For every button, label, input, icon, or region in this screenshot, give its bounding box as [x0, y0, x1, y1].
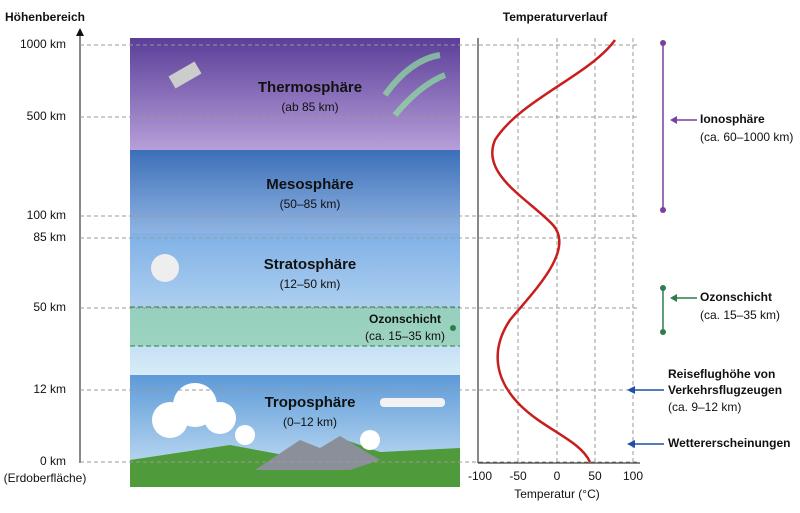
- annotation: Ionosphäre: [700, 112, 765, 126]
- x-tick-label: 100: [623, 469, 643, 483]
- satellite: [168, 61, 202, 89]
- annotation: Reiseflughöhe von: [668, 367, 775, 381]
- arrow-head: [670, 116, 677, 124]
- layer-range: (ca. 15–35 km): [365, 329, 445, 343]
- ozone-dot: [450, 325, 456, 331]
- annotation: Verkehrsflugzeugen: [668, 383, 782, 397]
- x-axis-label: Temperatur (°C): [514, 487, 599, 501]
- thermosphere-band: [130, 38, 460, 150]
- bracket-dot: [660, 285, 666, 291]
- y-tick-label: 500 km: [27, 109, 66, 123]
- ground-note: (Erdoberfläche): [4, 471, 87, 485]
- layer-name: Thermosphäre: [258, 79, 362, 96]
- bracket-dot: [660, 207, 666, 213]
- axis-arrow: [76, 28, 84, 36]
- arrow-head: [627, 440, 635, 448]
- annotation: (ca. 60–1000 km): [700, 130, 793, 144]
- annotation: (ca. 9–12 km): [668, 400, 741, 414]
- annotation: (ca. 15–35 km): [700, 308, 780, 322]
- airplane: [380, 398, 445, 407]
- chart-title: Temperaturverlauf: [503, 10, 608, 24]
- x-tick-label: -100: [468, 469, 492, 483]
- aurora: [382, 52, 447, 117]
- y-tick-label: 12 km: [33, 382, 66, 396]
- y-tick-label: 0 km: [40, 454, 66, 468]
- y-tick-label: 1000 km: [20, 37, 66, 51]
- annotation: Wettererscheinungen: [668, 436, 790, 450]
- bracket-dot: [660, 329, 666, 335]
- stratosphere-band: [130, 233, 460, 375]
- mesosphere-band: [130, 150, 460, 233]
- arrow-head: [670, 294, 677, 302]
- annotation: Ozonschicht: [700, 290, 772, 304]
- cloud: [152, 383, 380, 450]
- bracket-dot: [660, 40, 666, 46]
- y-tick-label: 85 km: [33, 230, 66, 244]
- layer-name: Stratosphäre: [264, 256, 357, 273]
- layer-range: (ab 85 km): [281, 100, 338, 114]
- layer-range: (0–12 km): [283, 415, 337, 429]
- x-tick-label: -50: [509, 469, 527, 483]
- y-tick-label: 50 km: [33, 300, 66, 314]
- balloon: [151, 254, 179, 282]
- x-tick-label: 50: [588, 469, 602, 483]
- ozone-band: [130, 307, 460, 346]
- arrow-head: [627, 386, 635, 394]
- layer-name: Troposphäre: [265, 394, 356, 411]
- axis-title: Höhenbereich: [5, 10, 85, 24]
- layer-name: Mesosphäre: [266, 176, 354, 193]
- x-tick-label: 0: [554, 469, 561, 483]
- layer-range: (12–50 km): [280, 277, 341, 291]
- layer-name: Ozonschicht: [369, 312, 441, 326]
- y-tick-label: 100 km: [27, 208, 66, 222]
- temperature-curve: [491, 39, 617, 463]
- layer-range: (50–85 km): [280, 197, 341, 211]
